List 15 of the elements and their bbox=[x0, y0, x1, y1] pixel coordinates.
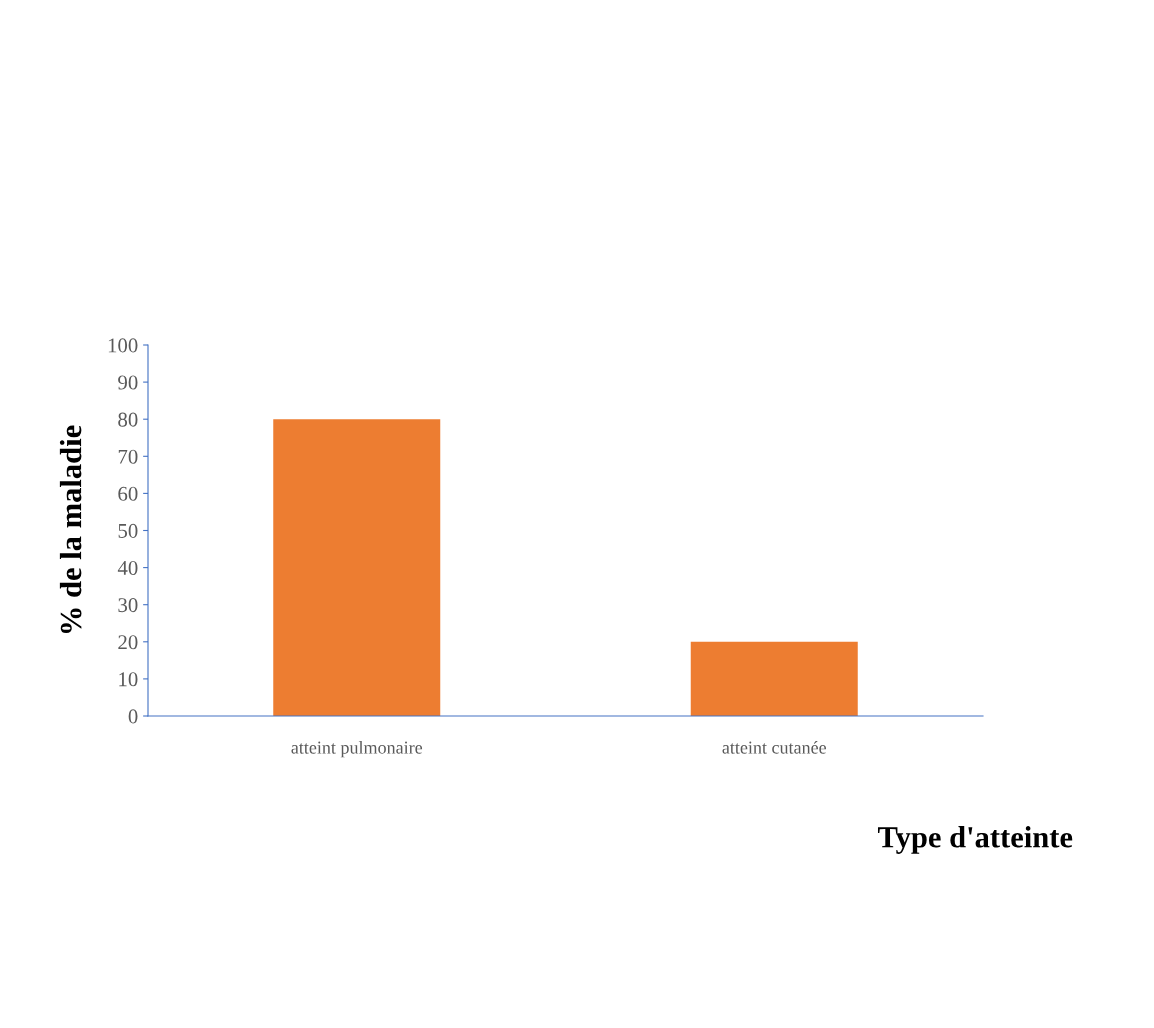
x-axis-title: Type d'atteinte bbox=[877, 826, 1073, 854]
y-tick-label: 100 bbox=[108, 338, 138, 353]
y-axis-title: % de la maladie bbox=[59, 425, 82, 634]
y-tick-label: 0 bbox=[128, 709, 138, 724]
y-tick-label: 40 bbox=[117, 560, 138, 576]
y-tick-label: 50 bbox=[118, 523, 138, 538]
x-tick-label: atteint cutanée bbox=[722, 740, 826, 754]
y-tick-label: 60 bbox=[118, 486, 138, 501]
y-tick-label: 20 bbox=[118, 635, 138, 650]
y-tick-label: 80 bbox=[118, 412, 138, 427]
y-tick-label: 70 bbox=[118, 449, 138, 464]
y-tick-label: 30 bbox=[118, 598, 138, 613]
x-tick-label: atteint pulmonaire bbox=[291, 741, 423, 758]
y-tick-label: 10 bbox=[119, 672, 138, 687]
y-tick-label: 90 bbox=[118, 375, 138, 390]
